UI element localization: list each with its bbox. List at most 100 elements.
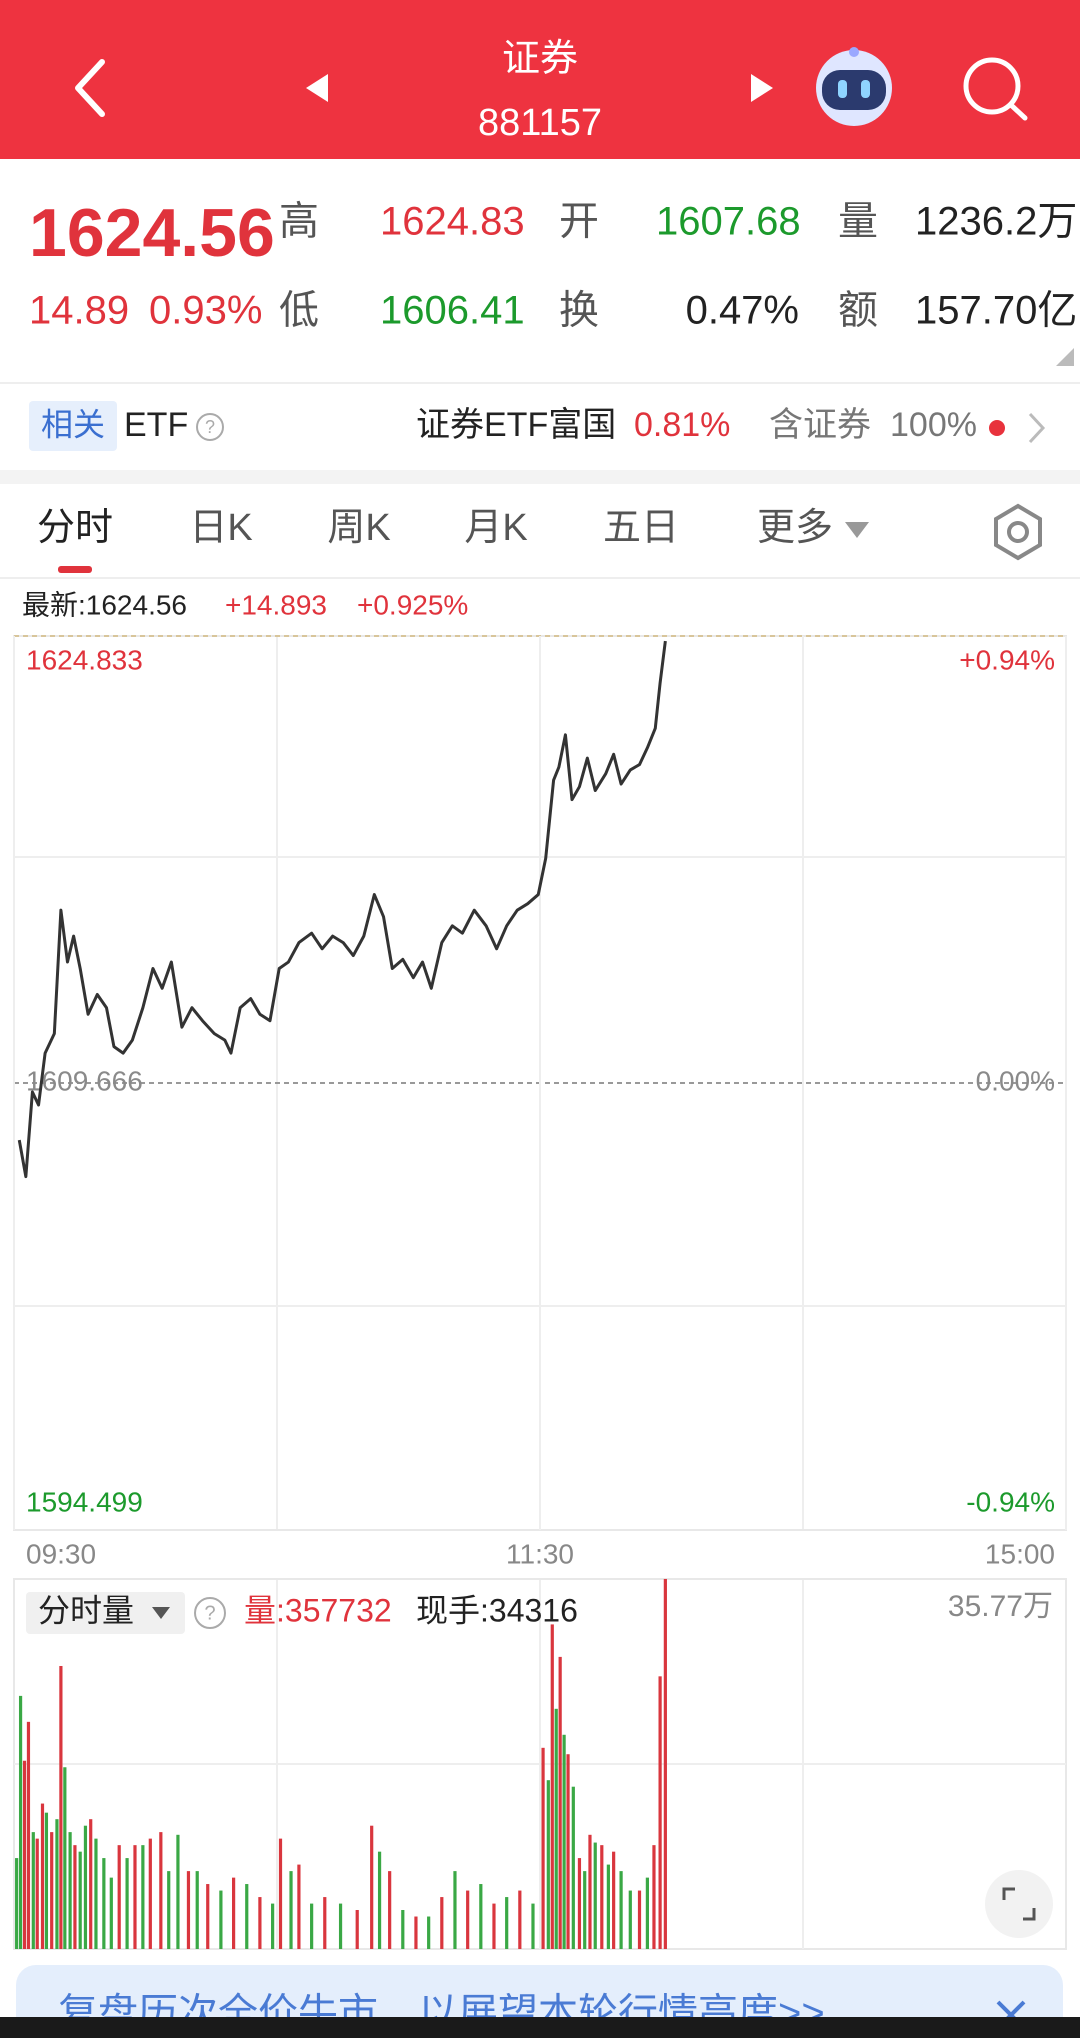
volume-bar xyxy=(258,1897,262,1949)
volume-title: 分时量 xyxy=(38,1592,134,1628)
latest-change: +14.893 xyxy=(225,589,327,620)
volume-bar xyxy=(453,1871,457,1949)
holding-label: 含证券 xyxy=(769,406,871,444)
next-button[interactable] xyxy=(751,74,773,102)
help-icon[interactable] xyxy=(194,1597,226,1629)
y-tick-label: 1609.666 xyxy=(26,1065,143,1096)
search-button[interactable] xyxy=(963,57,1028,121)
field-label: 额 xyxy=(838,289,878,333)
volume-bar xyxy=(18,1695,23,1949)
volume-bar xyxy=(15,1858,19,1949)
volume-bar xyxy=(440,1897,444,1949)
volume-bar xyxy=(566,1754,570,1949)
volume-bar xyxy=(518,1890,522,1949)
tab[interactable]: 五日 xyxy=(603,507,679,549)
volume-bar xyxy=(44,1812,49,1949)
help-icon[interactable] xyxy=(196,413,224,441)
volume-bar xyxy=(355,1910,359,1949)
volume-bar xyxy=(505,1897,509,1949)
volume-bar xyxy=(645,1877,649,1949)
change: 14.89 xyxy=(29,289,129,333)
field-label: 换 xyxy=(559,289,599,333)
change-pct: 0.93% xyxy=(149,289,262,333)
tab[interactable]: 周K xyxy=(327,507,390,549)
x-tick-label: 11:30 xyxy=(506,1538,574,1569)
volume-bar xyxy=(148,1838,152,1949)
volume-bar xyxy=(186,1871,191,1949)
tag: 相关 xyxy=(41,406,105,442)
volume-bar xyxy=(338,1903,343,1949)
field-value: 1606.41 xyxy=(380,289,525,333)
volume-bar xyxy=(628,1890,632,1949)
volume-bar xyxy=(588,1834,592,1949)
related-etf-row[interactable]: 相关 ETF ? 证券ETF富国 0.81% 含证券 100% xyxy=(29,401,1046,451)
y2-tick-label: 0.00% xyxy=(976,1065,1055,1096)
volume-bar xyxy=(26,1721,31,1949)
volume-bar xyxy=(663,1578,667,1949)
latest: 最新:1624.56 xyxy=(22,589,187,620)
volume-bar xyxy=(531,1903,535,1949)
tag-bg xyxy=(29,401,117,451)
volume-bar xyxy=(22,1760,27,1949)
volume-bar xyxy=(55,1819,59,1949)
tab[interactable]: 更多 xyxy=(757,507,833,549)
volume-bar xyxy=(68,1832,72,1949)
field-value: 1624.83 xyxy=(380,200,525,244)
tab[interactable]: 月K xyxy=(464,507,527,549)
volume-bar xyxy=(117,1845,121,1949)
volume-bar xyxy=(541,1747,545,1949)
assistant-icon[interactable] xyxy=(816,47,892,126)
volume-bar xyxy=(133,1845,137,1949)
volume-bar xyxy=(245,1884,249,1949)
volume-bar xyxy=(50,1832,54,1949)
help-mark: ? xyxy=(205,417,215,437)
volume-bar xyxy=(31,1832,35,1949)
spacer xyxy=(0,470,1080,484)
volume-bar xyxy=(167,1871,171,1949)
volume-bar xyxy=(658,1676,662,1949)
volume-bar xyxy=(125,1858,129,1949)
etf-change: 0.81% xyxy=(634,406,730,444)
prev-button[interactable] xyxy=(306,74,328,102)
volume-bar xyxy=(102,1858,106,1949)
price-line xyxy=(17,640,667,1179)
y2-tick-label: -0.94% xyxy=(966,1486,1055,1517)
volume-bar xyxy=(78,1851,82,1949)
volume-bar xyxy=(479,1884,483,1949)
volume-bar xyxy=(109,1877,113,1949)
tab-underline xyxy=(58,566,92,573)
volume-bar xyxy=(323,1897,327,1949)
volume-bar xyxy=(289,1871,293,1949)
back-button[interactable] xyxy=(75,59,105,117)
expand-button[interactable] xyxy=(985,1870,1053,1938)
settings-button[interactable] xyxy=(994,503,1042,561)
settings-dot xyxy=(1007,521,1029,543)
volume-bar xyxy=(466,1890,470,1949)
volume-bar xyxy=(73,1845,77,1949)
tab[interactable]: 分时 xyxy=(37,507,113,549)
header-code: 881157 xyxy=(478,102,602,144)
volume-bar xyxy=(401,1910,405,1949)
y-tick-label: 1594.499 xyxy=(26,1486,143,1517)
volume-bar xyxy=(59,1665,63,1949)
volume-bar xyxy=(414,1916,418,1949)
field-label: 开 xyxy=(559,200,599,244)
volume-bar xyxy=(219,1890,223,1949)
dropdown-arrow xyxy=(152,1607,170,1619)
y-tick-label: 1624.833 xyxy=(26,644,143,675)
field-value: 1236.2万 xyxy=(915,200,1077,244)
volume-bar xyxy=(370,1825,374,1949)
latest-change-pct: +0.925% xyxy=(357,589,468,620)
volume-bar xyxy=(83,1825,88,1949)
tab[interactable]: 日K xyxy=(189,507,252,549)
x-tick-label: 09:30 xyxy=(26,1538,96,1569)
volume-bar xyxy=(562,1734,566,1949)
volume-bar xyxy=(40,1803,45,1949)
header-title: 证券 xyxy=(502,38,578,80)
volume-selector[interactable] xyxy=(26,1592,185,1634)
volume-bar xyxy=(35,1838,39,1949)
field-value: 0.47% xyxy=(686,289,799,333)
volume-bar xyxy=(427,1916,431,1949)
volume-label: 量:357732 xyxy=(244,1592,392,1628)
